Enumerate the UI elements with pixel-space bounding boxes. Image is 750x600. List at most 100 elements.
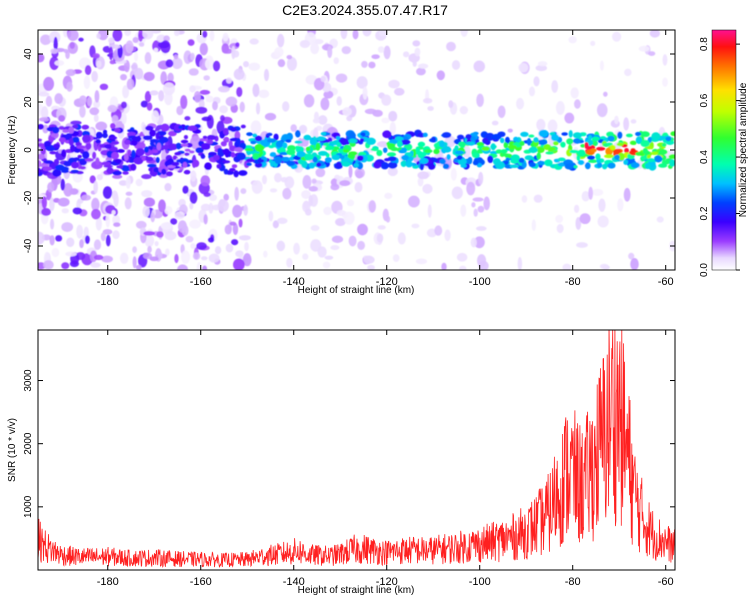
spectrogram-cell [66,237,75,248]
spectrogram-cell [598,198,606,212]
spectrogram-cell [590,148,597,153]
spectrogram-cell [444,229,451,242]
spectrogram-cell [462,145,471,158]
spectrogram-cell [601,163,608,170]
spectrogram-cell [149,256,159,262]
spectrogram-cell [624,147,629,154]
spectrogram-cell [363,255,375,264]
spectrogram-cell [285,139,292,143]
spectrogram-cell [112,174,123,179]
x-tick-label: -180 [97,276,119,288]
spectrogram-cell [71,161,79,169]
spectrogram-cell [57,197,70,207]
spectrogram-cell [61,262,70,270]
spectrogram-cell [258,89,270,99]
spectrogram-cell [217,147,223,154]
spectrogram-cell [76,224,84,239]
spectrogram-cell [597,215,609,228]
spectrogram-cell [160,123,170,132]
spectrogram-cell [223,168,229,175]
spectrogram-cell [397,232,406,245]
spectrogram-cell [95,121,108,131]
spectrogram-cell [203,192,211,197]
spectrogram-cell [53,143,61,149]
spectrogram-cell [339,155,345,160]
spectrogram-cell [442,163,450,169]
spectrogram-cell [38,167,41,174]
spectrogram-cell [499,137,505,144]
spectrogram-cell [250,140,257,145]
spectrogram-cell [201,116,212,122]
spectrogram-cell [50,133,57,138]
spectrogram-cell [282,101,290,112]
spectrogram-cell [226,77,232,84]
spectrogram-cell [389,139,399,145]
spectrogram-cell [382,130,392,139]
spectrogram-cell [324,145,334,151]
spectrogram-cell [125,176,131,189]
spectrogram-cell [315,167,326,178]
spectrogram-cell [516,97,525,110]
spectrogram-cell [202,30,208,38]
spectrogram-cell [315,142,321,151]
spectrogram-cell [308,195,314,207]
spectrogram-cell [528,134,535,138]
spectrogram-cell [324,157,332,163]
spectrogram-cell [533,76,540,87]
spectrogram-cell [79,159,87,166]
spectrogram-cell [446,41,456,52]
spectrogram-cell [167,72,174,83]
spectrogram-cell [325,132,331,136]
spectrogram-cell [396,140,403,148]
spectrogram-cell [545,151,554,155]
spectrogram-cell [81,194,92,201]
spectrogram-cell [204,162,212,171]
spectrogram-cell [262,139,268,147]
spectrogram-cell [612,148,622,155]
spectrogram-cell [217,199,229,212]
spectrogram-cell [630,257,639,270]
spectrogram-cell [63,160,72,167]
spectrogram-cell [537,61,548,67]
spectrogram-cell [269,152,277,158]
spectrogram-cell [61,222,74,232]
spectrogram-cell [127,129,134,133]
spectrogram-cell [623,159,629,165]
spectrogram-cell [83,75,91,90]
spectrogram-cell [454,150,465,155]
spectrogram-cell [202,265,208,270]
spectrogram-cell [310,225,320,232]
spectrogram-cell [266,138,277,143]
spectrogram-cell [301,190,311,199]
spectrogram-cell [368,200,376,213]
spectrogram-cell [269,188,278,193]
spectrogram-cell [102,186,113,199]
spectrogram-cell [231,164,238,169]
spectrogram-cell [277,59,286,68]
spectrogram-cell [439,140,445,148]
spectrogram-cell [192,252,201,260]
spectrogram-cell [290,124,297,132]
spectrogram-cell [142,205,150,218]
spectrogram-cell [177,264,188,270]
spectrogram-cell [244,148,254,152]
spectrogram-cell [163,35,170,42]
spectrogram-cell [581,191,590,202]
spectrogram-cell [183,135,189,140]
spectrogram-cell [458,141,466,148]
spectrogram-cell [140,100,149,108]
spectrogram-cell [303,200,310,210]
spectrogram-cell [311,178,317,184]
spectrogram-cell [121,167,130,172]
spectrogram-cell [388,79,400,89]
spectrogram-cell [510,154,520,162]
spectrogram-cell [630,119,637,124]
spectrogram-cell [362,86,368,100]
spectrogram-cell [110,123,116,130]
spectrogram-cell [49,235,55,246]
spectrogram-cell [239,101,245,113]
spectrogram-xlabel: Height of straight line (km) [298,285,415,296]
spectrogram-cell [158,90,165,102]
spectrogram-cell [109,136,118,140]
spectrogram-cell [106,167,114,175]
